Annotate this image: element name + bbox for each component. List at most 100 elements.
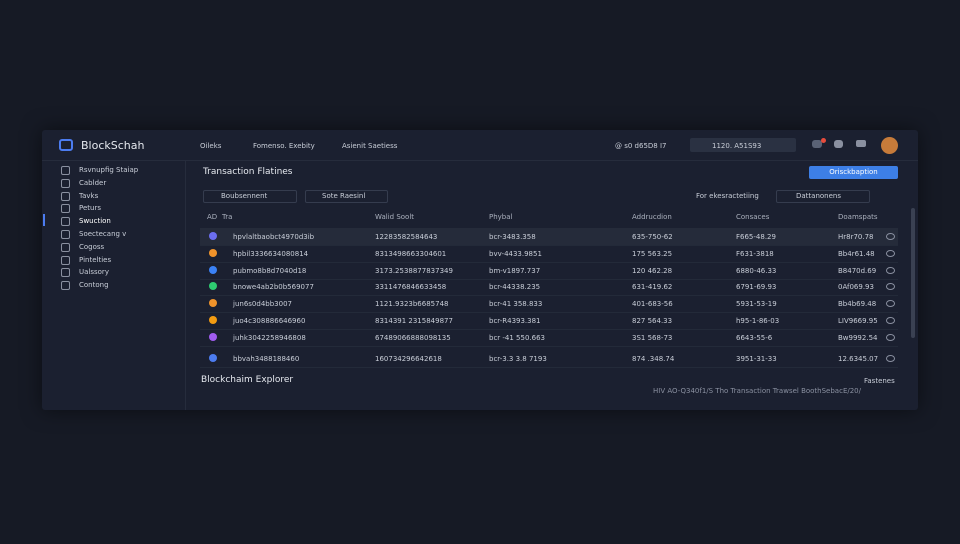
footer-note: HIV AO-Q340f1/S Tho Transaction Trawsel … [653,387,861,395]
filter[interactable] [776,190,870,203]
table-cell: Bw9992.54 [838,334,878,342]
table-cell: bcr-44338.235 [489,283,541,291]
sidebar-icon[interactable] [61,217,70,227]
footer-title: Blockchaim Explorer [201,375,294,385]
sidebar-icon[interactable] [61,281,70,291]
table-cell: 874 .348.74 [632,355,675,363]
filter[interactable] [203,190,297,203]
table-cell: 3S1 568-73 [632,334,673,342]
table-cell: bcr -41 550.663 [489,334,545,342]
table-cell: 635-750-62 [632,233,673,241]
table-cell: 0Af069.93 [838,283,874,291]
sidebar-item[interactable]: Contong [79,281,109,290]
avatar[interactable] [881,137,898,154]
table-row[interactable] [200,350,898,368]
table-cell: 3311476846633458 [375,283,447,291]
table-cell: 5931-53-19 [736,300,777,308]
table-cell: 8313498663304601 [375,250,447,258]
sidebar-item[interactable]: Soectecang v [79,230,127,238]
table-row[interactable] [200,262,898,280]
table-cell: 175 563.25 [632,250,673,258]
table-cell: 631-419.62 [632,283,673,291]
sidebar-icon[interactable] [61,166,70,175]
heading: Transaction Flatines [203,167,293,177]
sidebar-icon[interactable] [61,178,70,188]
column-header: Phybal [489,213,513,221]
brand: BlockSchah [81,139,145,152]
row-icon [209,249,217,257]
sidebar-item[interactable]: Ualssory [79,268,109,277]
row-icon [209,333,217,341]
sidebar-item[interactable]: Rsvnupfig Staiap [79,166,139,174]
view-icon[interactable] [886,317,895,324]
table-row[interactable] [200,295,898,313]
filter-text[interactable]: Boubsennent [221,192,268,200]
view-icon[interactable] [886,267,895,274]
view-icon[interactable] [886,233,895,240]
table-cell: F665-48.29 [736,233,776,241]
table-cell: bbvah3488188460 [233,355,300,363]
primary-button[interactable]: Orisckbaption [809,166,898,179]
sidebar-icon[interactable] [61,204,70,214]
column-header: Walid Soolt [375,213,415,221]
table-row[interactable] [200,329,898,347]
sidebar-item[interactable]: Pintelties [79,255,112,264]
sidebar-icon[interactable] [61,191,70,201]
filter-text[interactable]: Sote Raesinl [322,192,366,200]
table-cell: 827 564.33 [632,317,673,325]
view-icon[interactable] [886,334,895,341]
filter-label: For ekesractetiing [696,192,759,200]
table-cell: 3173.2538877837349 [375,267,453,275]
sidebar-item[interactable]: Cogoss [79,242,105,251]
table-cell: 3951-31-33 [736,355,777,363]
sidebar-icon[interactable] [61,268,70,278]
sidebar-item[interactable]: Swuction [79,217,111,226]
table-cell: bcr-41 358.833 [489,300,543,308]
table-cell: hpvlaltbaobct4970d3ib [233,233,315,241]
sidebar-item[interactable]: Peturs [79,204,101,213]
table-cell: juhk3042258946808 [233,334,306,342]
search-text[interactable]: 1120. A51S93 [712,142,762,150]
table-cell: 6880-46.33 [736,267,777,275]
sidebar-icon[interactable] [61,230,70,239]
footer-link[interactable]: Fastenes [864,377,895,385]
row-icon [209,232,217,240]
top-bar [42,130,918,161]
view-icon[interactable] [886,300,895,307]
table-row[interactable] [200,278,898,296]
table-cell: pubmo8b8d7040d18 [233,267,307,275]
nav-item[interactable]: Oileks [200,142,222,150]
view-icon[interactable] [886,355,895,362]
filter-text[interactable]: Dattanonens [796,192,842,200]
sidebar-icon[interactable] [61,242,70,252]
icon[interactable] [812,140,822,148]
scrollbar[interactable] [911,208,915,338]
table-cell: 6791-69.93 [736,283,777,291]
table-cell: Bb4b69.48 [838,300,877,308]
badge [821,138,826,143]
column-header: Consaces [736,213,770,221]
sidebar-item[interactable]: Tavks [79,191,99,200]
search-box[interactable] [690,138,796,152]
column-header: Doamspats [838,213,878,221]
sidebar-item[interactable]: Cablder [79,178,107,187]
table-cell: juo4c308886646960 [233,317,306,325]
row-icon [209,266,217,274]
table-row[interactable] [200,228,898,246]
table-row[interactable] [200,312,898,330]
row-icon [209,354,217,362]
nav-item[interactable]: Fomenso. Exebity [253,142,315,150]
table-row[interactable] [200,245,898,263]
icon[interactable] [834,140,843,148]
row-icon [209,299,217,307]
sidebar-icon[interactable] [61,255,70,265]
icon[interactable] [856,140,866,147]
view-icon[interactable] [886,250,895,257]
table-cell: 401-683-56 [632,300,673,308]
table-cell: 1121.9323b6685748 [375,300,449,308]
nav-item[interactable]: Asienit Saetiess [342,142,398,150]
logo [59,139,73,151]
filter[interactable] [305,190,388,203]
view-icon[interactable] [886,283,895,290]
active-indicator [43,214,45,226]
